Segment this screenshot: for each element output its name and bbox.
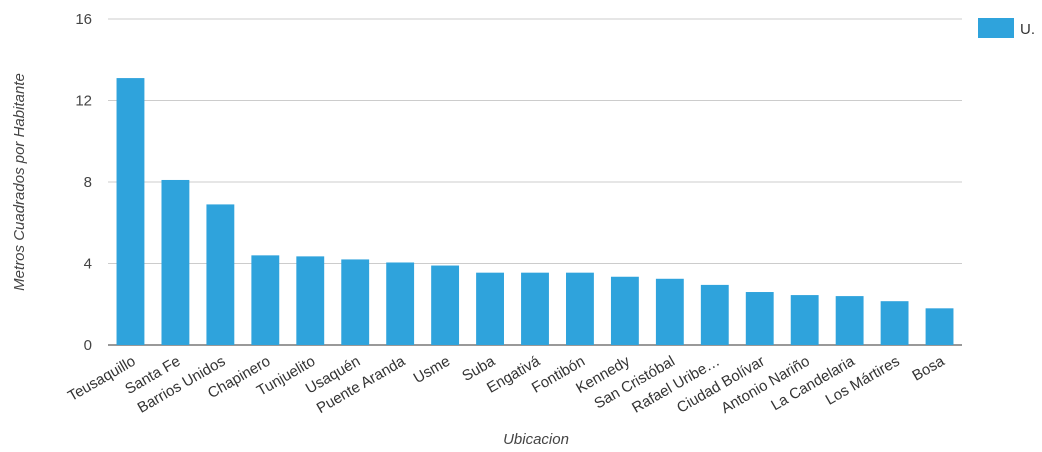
- bar[interactable]: [251, 255, 280, 345]
- bar[interactable]: [745, 292, 774, 345]
- bar[interactable]: [476, 272, 504, 345]
- legend[interactable]: U.: [978, 18, 1035, 38]
- bar[interactable]: [161, 179, 190, 345]
- y-tick-label: 12: [75, 93, 92, 110]
- bar[interactable]: [610, 276, 639, 345]
- gridlines: [108, 18, 962, 346]
- bar[interactable]: [431, 265, 460, 345]
- bar[interactable]: [206, 204, 235, 345]
- bar[interactable]: [341, 259, 370, 345]
- bar[interactable]: [790, 295, 819, 345]
- x-tick-label: Usme: [411, 353, 453, 387]
- legend-swatch: [978, 18, 1014, 38]
- legend-label: U.: [1020, 21, 1035, 38]
- y-axis-title: Metros Cuadrados por Habitante: [11, 73, 28, 291]
- y-tick-label: 4: [84, 256, 92, 273]
- bar[interactable]: [296, 256, 325, 345]
- bar[interactable]: [521, 272, 549, 345]
- bar[interactable]: [566, 272, 594, 345]
- bar[interactable]: [835, 296, 864, 345]
- y-tick-label: 8: [84, 174, 92, 191]
- bar[interactable]: [880, 301, 909, 345]
- bars: [116, 78, 954, 346]
- x-tick-label: Bosa: [909, 352, 948, 384]
- bar[interactable]: [925, 308, 954, 345]
- x-tick-label: Teusaquillo: [65, 353, 139, 405]
- y-axis-ticks: 0 4 8 12 16: [75, 11, 92, 354]
- x-axis-title: Ubicacion: [503, 431, 569, 448]
- bar[interactable]: [116, 78, 145, 346]
- bar[interactable]: [655, 278, 684, 345]
- y-tick-label: 16: [75, 11, 92, 28]
- y-tick-label: 0: [84, 337, 92, 354]
- bar[interactable]: [700, 284, 729, 345]
- bar[interactable]: [386, 262, 415, 345]
